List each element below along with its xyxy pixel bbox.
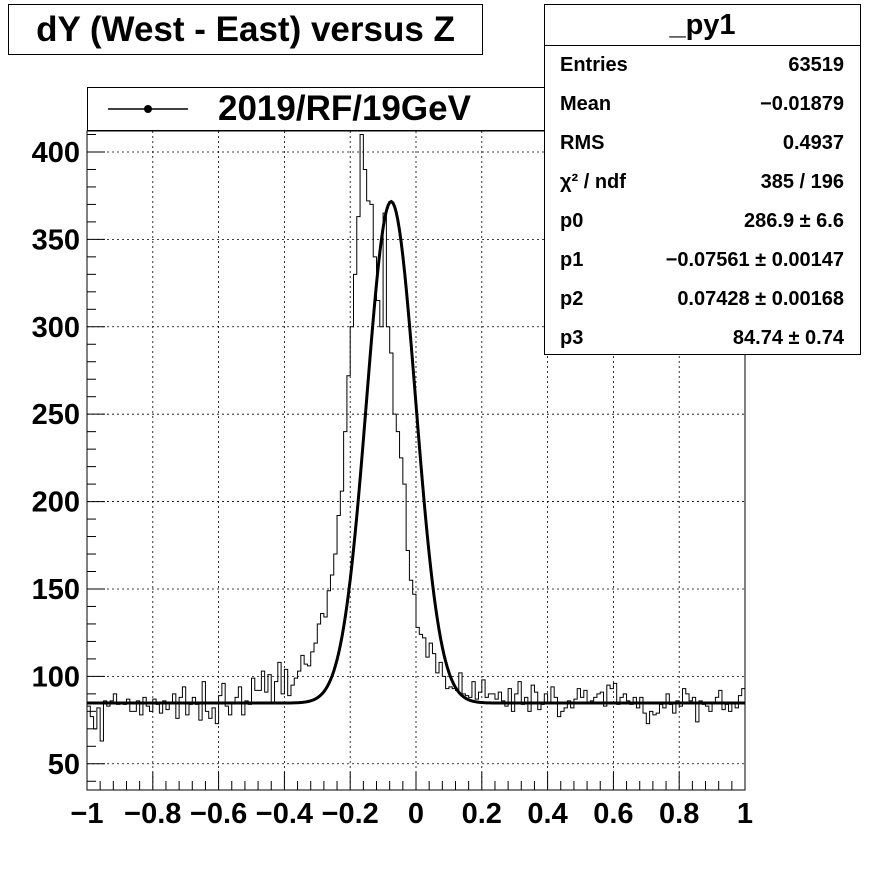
x-tick-label: −0.8 [124, 798, 181, 830]
y-tick-label: 300 [32, 312, 80, 344]
y-tick-label: 100 [32, 661, 80, 693]
stat-row-p0: p0 286.9 ± 6.6 [560, 202, 844, 241]
x-tick-label: 0.8 [659, 798, 699, 830]
chart-title-text: dY (West - East) versus Z [36, 9, 455, 49]
stat-row-p2: p2 0.07428 ± 0.00168 [560, 280, 844, 319]
legend-label: 2019/RF/19GeV [218, 89, 471, 128]
stat-label: Mean [560, 93, 612, 115]
stat-row-p3: p3 84.74 ± 0.74 [560, 319, 844, 358]
stat-label: RMS [560, 132, 605, 154]
x-tick-label: −1 [70, 798, 103, 830]
y-tick-label: 350 [32, 224, 80, 256]
stat-value: 286.9 ± 6.6 [744, 210, 844, 232]
stats-box: _py1 Entries 63519 Mean −0.01879 RMS 0.4… [544, 4, 861, 355]
y-tick-label: 400 [32, 137, 80, 169]
fit-curve-series [87, 199, 745, 705]
x-tick-label: −0.2 [322, 798, 379, 830]
stats-name: _py1 [545, 5, 860, 46]
stat-label: p0 [560, 210, 584, 232]
legend-line-marker-icon [108, 105, 188, 113]
x-tick-label: −0.4 [256, 798, 313, 830]
stat-value: 84.74 ± 0.74 [732, 327, 844, 349]
x-tick-label: 1 [737, 798, 753, 830]
stat-label: χ² / ndf [560, 171, 626, 193]
x-tick-label: 0.6 [593, 798, 633, 830]
legend: 2019/RF/19GeV [87, 87, 614, 131]
stat-value: 385 / 196 [760, 171, 844, 193]
stat-value: 0.07428 ± 0.00168 [677, 288, 844, 310]
chart-title: dY (West - East) versus Z [8, 4, 483, 55]
stat-label: p3 [560, 327, 584, 349]
stat-value: −0.07561 ± 0.00147 [665, 249, 844, 271]
stat-label: p1 [560, 249, 584, 271]
y-tick-label: 50 [48, 749, 80, 781]
x-tick-label: 0 [408, 798, 424, 830]
stat-value: 0.4937 [782, 132, 844, 154]
stat-row-mean: Mean −0.01879 [560, 85, 844, 124]
stat-label: p2 [560, 288, 584, 310]
stat-row-chi2: χ² / ndf 385 / 196 [560, 163, 844, 202]
x-tick-label: −0.6 [190, 798, 247, 830]
stat-value: 63519 [788, 54, 844, 76]
y-tick-label: 150 [32, 574, 80, 606]
stat-label: Entries [560, 54, 628, 76]
x-tick-label: 0.4 [527, 798, 567, 830]
stat-row-rms: RMS 0.4937 [560, 124, 844, 163]
stat-row-entries: Entries 63519 [560, 46, 844, 85]
y-tick-label: 250 [32, 399, 80, 431]
stat-value: −0.01879 [760, 93, 844, 115]
y-tick-label: 200 [32, 487, 80, 519]
axes: −1 −0.8 −0.6 −0.4 −0.2 0 0.2 0.4 0.6 0.8 150100150… [32, 133, 753, 830]
x-tick-label: 0.2 [462, 798, 502, 830]
fit-curve [87, 199, 745, 705]
stat-row-p1: p1 −0.07561 ± 0.00147 [560, 241, 844, 280]
